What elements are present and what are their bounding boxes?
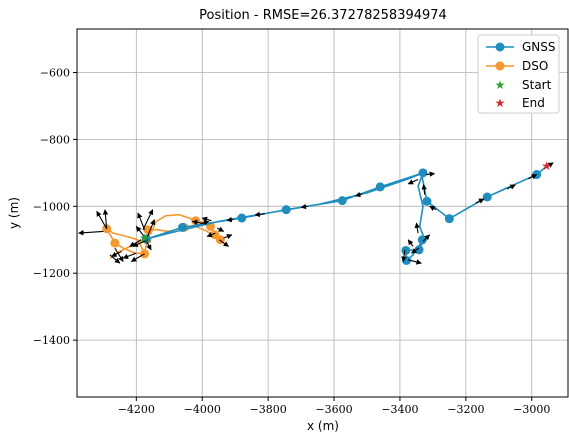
orientation-arrow (96, 210, 108, 229)
orientation-arrow (223, 234, 233, 240)
axis-ticks: −4200 −4000 −3800 −3600 −3400 −3200 −3000 −600 −… (33, 66, 551, 416)
gnss-point (375, 182, 385, 192)
end-marker: ★ (541, 159, 552, 173)
orientation-arrow (407, 179, 419, 185)
x-tick-label: −3200 (447, 403, 484, 416)
orientation-arrow (421, 184, 427, 195)
orientation-arrow (216, 226, 225, 232)
orientation-arrow (414, 222, 420, 234)
x-tick-label: −4000 (184, 403, 221, 416)
x-tick-label: −3800 (250, 403, 287, 416)
orientation-arrow (142, 209, 154, 230)
orientation-arrow (206, 232, 216, 238)
orientation-arrow (475, 198, 485, 204)
orientation-arrow (411, 247, 420, 254)
orientation-arrow (506, 184, 516, 190)
gnss-point (401, 245, 411, 255)
orientation-arrow (122, 252, 137, 259)
gnss-line (145, 165, 548, 263)
dso-point (191, 216, 201, 226)
legend-dso-label: DSO (522, 59, 548, 73)
plot-area: ★★ (78, 159, 554, 266)
chart-title: Position - RMSE=26.37278258394974 (199, 8, 447, 23)
legend-gnss-label: GNSS (522, 40, 556, 54)
y-axis-label: y (m) (7, 197, 21, 229)
y-tick-label: −600 (40, 66, 70, 79)
orientation-arrow (254, 211, 265, 218)
gnss-point (417, 235, 427, 245)
gnss-point (281, 205, 291, 215)
orientation-arrow (132, 239, 149, 247)
orientation-arrow (429, 205, 437, 212)
legend-box (477, 34, 560, 114)
legend-start-marker: ★ (495, 78, 506, 92)
orientation-arrow (78, 229, 104, 236)
gnss-point (337, 196, 347, 206)
dso-line (106, 213, 221, 259)
orientation-arrow (407, 239, 414, 247)
legend-dso-marker (495, 61, 505, 71)
orientation-arrow (130, 253, 145, 262)
grid (77, 29, 568, 397)
legend-end-marker: ★ (495, 96, 506, 110)
orientation-arrow (137, 212, 146, 230)
orientation-arrow (528, 174, 538, 180)
orientation-arrow (426, 171, 436, 177)
orientation-arrow (422, 234, 430, 242)
x-axis-label: x (m) (307, 419, 339, 433)
orientation-arrow (300, 203, 308, 210)
orientation-arrow (544, 162, 554, 169)
orientation-arrow (144, 237, 152, 251)
orientation-arrow (226, 216, 234, 223)
orientation-arrow (401, 249, 407, 263)
gnss-point (237, 213, 247, 223)
legend-end-label: End (522, 96, 545, 110)
y-tick-label: −800 (40, 133, 70, 146)
dso-point (143, 225, 153, 235)
orientation-arrow (408, 259, 422, 265)
orientation-arrow (114, 247, 124, 262)
gnss-point (422, 196, 432, 206)
orientation-arrow (219, 239, 230, 247)
orientation-arrow (135, 225, 147, 240)
plot-frame (76, 28, 569, 398)
legend: GNSS DSO ★ Start ★ End (477, 34, 560, 114)
orientation-arrow (146, 219, 156, 239)
gnss-point (444, 214, 454, 224)
orientation-arrow (354, 191, 363, 198)
gnss-point (177, 222, 187, 232)
x-tick-label: −3400 (381, 403, 418, 416)
orientation-arrow (201, 216, 212, 223)
orientation-arrow (129, 239, 142, 247)
legend-gnss-marker (495, 42, 505, 52)
legend-start-label: Start (522, 78, 552, 92)
orientation-arrow (109, 254, 121, 264)
gnss-point (482, 192, 492, 202)
x-tick-label: −3000 (513, 403, 550, 416)
y-tick-label: −1000 (33, 200, 70, 213)
x-tick-label: −3600 (315, 403, 352, 416)
orientation-arrow (111, 250, 122, 257)
gnss-point (418, 168, 428, 178)
y-tick-label: −1200 (33, 267, 70, 280)
start-marker: ★ (139, 231, 150, 245)
orientation-arrow (102, 209, 109, 229)
dso-point (110, 238, 120, 248)
y-tick-label: −1400 (33, 334, 70, 347)
orientation-arrow (191, 219, 204, 226)
x-tick-label: −4200 (118, 403, 155, 416)
